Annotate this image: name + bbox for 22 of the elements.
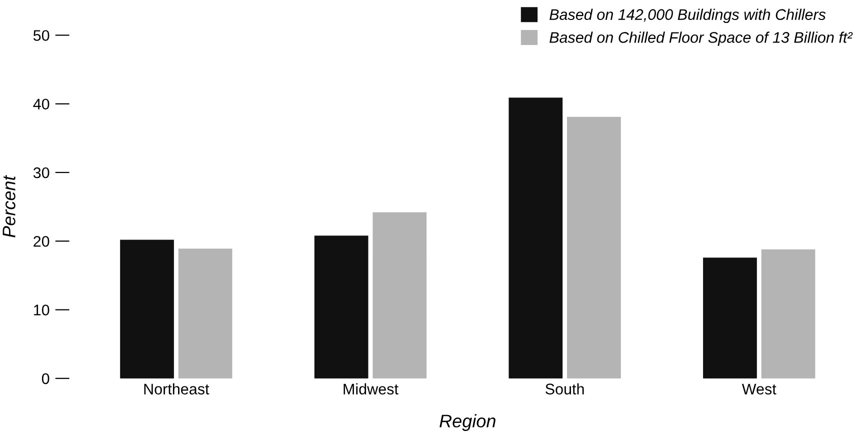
legend-label: Based on 142,000 Buildings with Chillers [550, 8, 826, 24]
y-tick-label: 20 [34, 236, 50, 247]
x-tick-label: South [546, 383, 584, 394]
legend-label: Based on Chilled Floor Space of 13 Billion ft² [550, 32, 853, 46]
bar [178, 248, 232, 378]
bar [314, 236, 368, 378]
x-tick-label: Northeast [144, 383, 210, 394]
y-tick-label: 0 [42, 373, 50, 384]
y-tick-label: 30 [33, 167, 50, 178]
y-axis-title: Percent [2, 175, 16, 238]
bar [761, 249, 816, 378]
bar [703, 258, 757, 378]
x-axis-title: Region [440, 414, 496, 431]
x-tick-label: Midwest [344, 383, 398, 394]
y-tick-label: 40 [33, 98, 50, 110]
bar [567, 116, 621, 378]
bar [120, 240, 174, 378]
y-tick-label: 10 [34, 304, 50, 316]
x-tick-label: West [742, 384, 776, 394]
y-tick-label: 50 [33, 30, 50, 41]
bar [372, 212, 427, 378]
bar [508, 98, 563, 378]
